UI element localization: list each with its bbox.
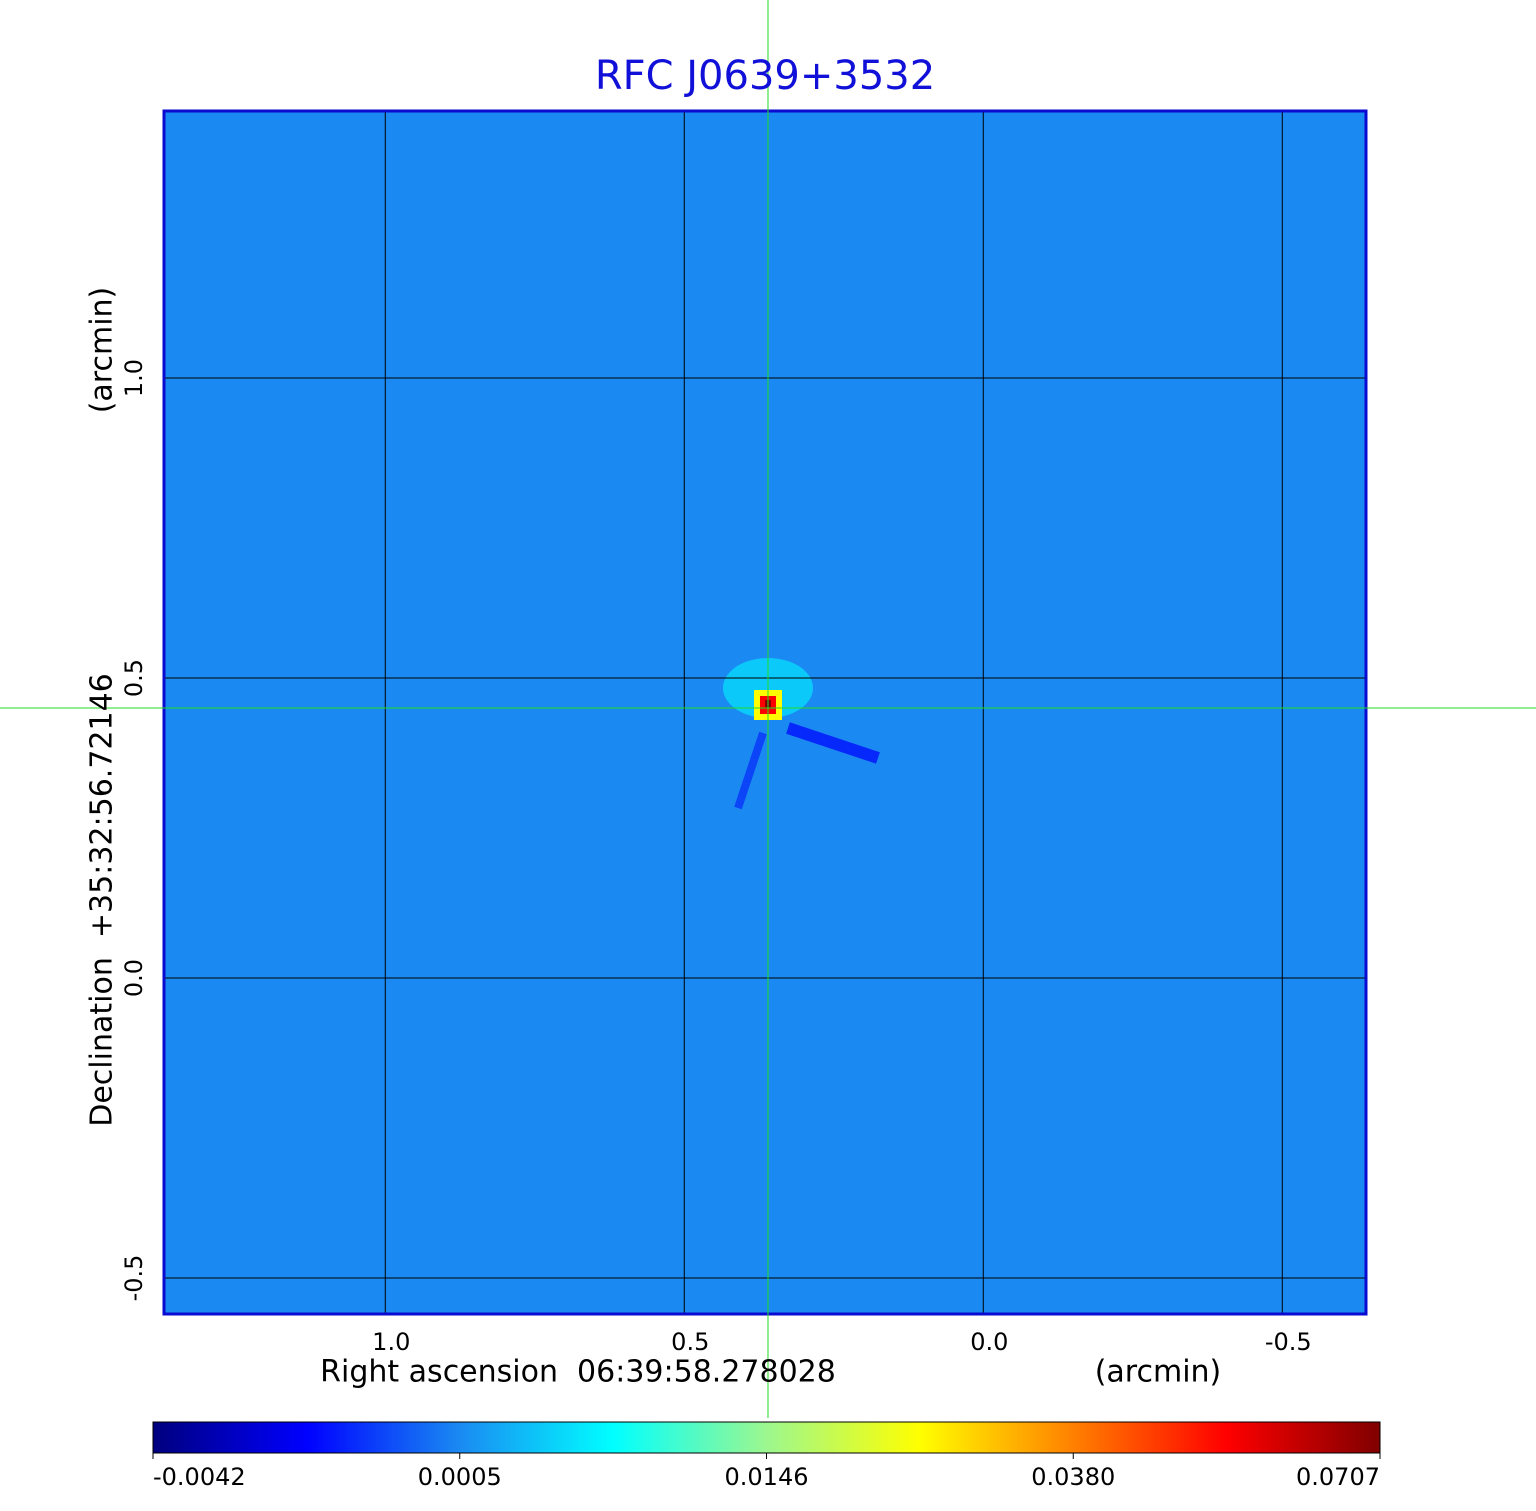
sidelobe xyxy=(734,731,767,810)
chart-title: RFC J0639+3532 xyxy=(595,53,935,99)
x-tick-label: -0.5 xyxy=(1265,1328,1312,1356)
y-tick-label: -0.5 xyxy=(120,1255,148,1302)
x-axis-label: Right ascension 06:39:58.278028 xyxy=(320,1355,836,1390)
frame xyxy=(162,109,1368,1316)
x-tick-label: 1.0 xyxy=(372,1328,410,1356)
colorbar-tick-label: 0.0707 xyxy=(1296,1463,1380,1491)
colorbar-tick-label: 0.0005 xyxy=(418,1463,502,1491)
x-tick-label: 0.0 xyxy=(970,1328,1008,1356)
x-tick-label: 0.5 xyxy=(671,1328,709,1356)
sidelobe xyxy=(786,722,880,764)
colorbar-tick-label: 0.0146 xyxy=(725,1463,809,1491)
y-tick-label: 1.0 xyxy=(120,359,148,397)
y-tick-label: 0.5 xyxy=(120,659,148,697)
colorbar-tick-label: 0.0380 xyxy=(1031,1463,1115,1491)
colorbar-tick-label: -0.0042 xyxy=(153,1463,246,1491)
x-axis-unit: (arcmin) xyxy=(1095,1355,1222,1390)
y-axis-unit: (arcmin) xyxy=(85,287,120,414)
y-axis-label: Declination +35:32:56.72146 xyxy=(85,673,120,1127)
y-tick-label: 0.0 xyxy=(120,959,148,997)
colorbar xyxy=(152,1421,1381,1454)
